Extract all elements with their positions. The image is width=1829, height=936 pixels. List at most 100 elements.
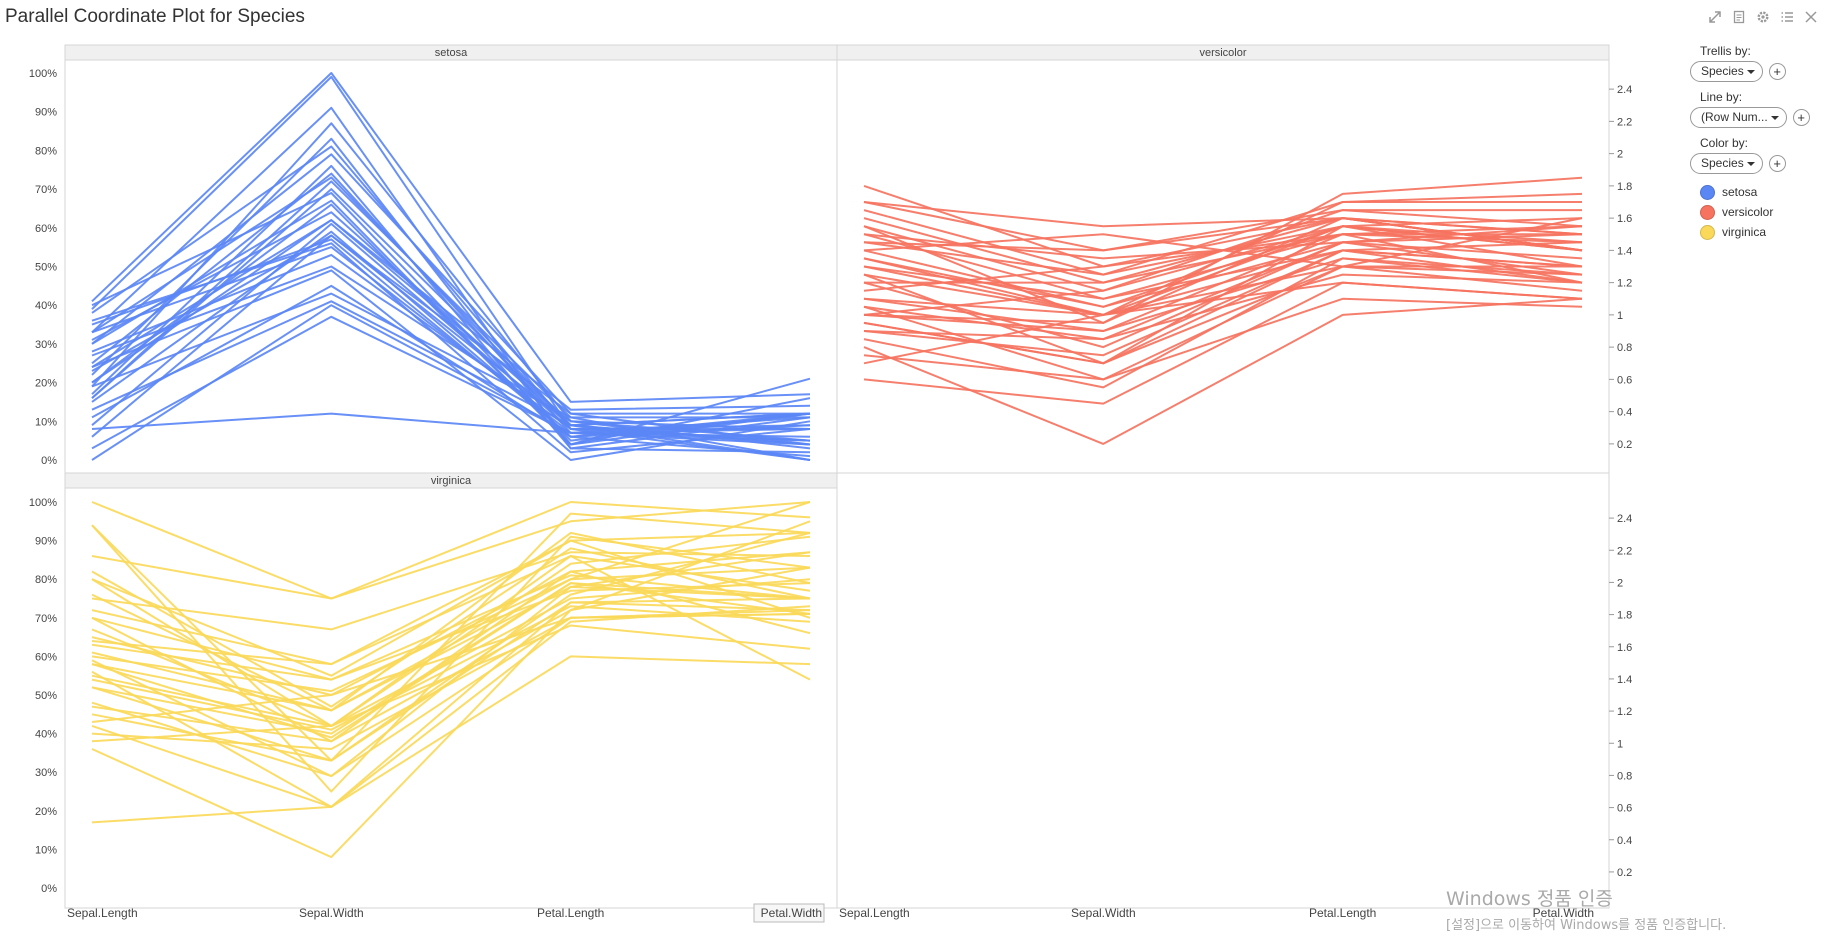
left-tick-label: 20% xyxy=(35,806,57,818)
right-tick-label: 2.4 xyxy=(1617,84,1632,96)
left-tick-label: 70% xyxy=(35,184,57,196)
line-control: Line by: (Row Num... + xyxy=(1690,90,1820,128)
color-dropdown[interactable]: Species xyxy=(1690,153,1763,174)
right-tick-label: 0.2 xyxy=(1617,439,1632,451)
legend-item-setosa[interactable]: setosa xyxy=(1700,182,1820,202)
line-add-button[interactable]: + xyxy=(1792,109,1810,126)
left-tick-label: 40% xyxy=(35,300,57,312)
right-tick-label: 2 xyxy=(1617,577,1623,589)
series-line-setosa xyxy=(91,199,811,446)
left-tick-label: 70% xyxy=(35,613,57,625)
series-line-versicolor xyxy=(863,233,1583,332)
line-label: Line by: xyxy=(1700,90,1743,104)
left-tick-label: 30% xyxy=(35,339,57,351)
series-line-versicolor xyxy=(863,297,1583,381)
right-tick-label: 1.6 xyxy=(1617,213,1632,225)
right-tick-label: 1 xyxy=(1617,310,1623,322)
series-line-setosa xyxy=(91,176,811,461)
axis-label-petal-length: Petal.Length xyxy=(1309,906,1376,920)
series-line-setosa xyxy=(91,145,811,461)
left-tick-label: 20% xyxy=(35,378,57,390)
series-line-setosa xyxy=(91,180,810,419)
series-line-virginica xyxy=(91,524,811,793)
series-line-setosa xyxy=(91,188,811,427)
right-tick-label: 0.6 xyxy=(1617,374,1632,386)
series-line-setosa xyxy=(91,106,811,454)
axis-label-petal-width: Petal.Width xyxy=(1533,906,1594,920)
list-icon[interactable] xyxy=(1779,9,1795,25)
left-tick-label: 50% xyxy=(35,690,57,702)
right-tick-label: 1.8 xyxy=(1617,610,1632,622)
axis-label-highlight xyxy=(753,903,825,923)
panel-title-bar xyxy=(836,44,1610,61)
series-line-virginica xyxy=(91,601,811,808)
series-line-virginica xyxy=(91,512,811,762)
series-line-virginica xyxy=(91,582,811,735)
axis-label-petal-length: Petal.Length xyxy=(537,906,604,920)
right-tick-label: 0.2 xyxy=(1617,867,1632,879)
series-line-setosa xyxy=(91,72,811,403)
line-dropdown[interactable]: (Row Num... xyxy=(1690,107,1787,128)
series-line-virginica xyxy=(91,605,811,731)
panel-title-setosa: setosa xyxy=(435,47,468,59)
settings-icon[interactable] xyxy=(1755,9,1771,25)
series-line-versicolor xyxy=(863,201,1583,236)
axis-label-sepal-length: Sepal.Length xyxy=(67,906,138,920)
left-tick-label: 60% xyxy=(35,223,57,235)
series-line-virginica xyxy=(91,501,811,600)
legend-swatch-versicolor xyxy=(1700,204,1715,220)
legend-swatch-setosa xyxy=(1700,184,1715,200)
left-tick-label: 50% xyxy=(35,262,57,274)
page-title: Parallel Coordinate Plot for Species xyxy=(5,6,305,27)
series-line-virginica xyxy=(91,582,811,739)
panel-title-virginica: virginica xyxy=(431,475,472,487)
axis-label-sepal-width: Sepal.Width xyxy=(299,906,364,920)
color-add-button[interactable]: + xyxy=(1768,155,1786,172)
series-line-setosa xyxy=(91,246,811,434)
legend-swatch-virginica xyxy=(1700,224,1715,240)
visual-toolbar xyxy=(1707,9,1819,25)
series-line-virginica xyxy=(91,655,811,824)
right-tick-label: 1.8 xyxy=(1617,181,1632,193)
legend-item-versicolor[interactable]: versicolor xyxy=(1700,202,1820,222)
export-icon[interactable] xyxy=(1731,9,1747,25)
legend-label-setosa: setosa xyxy=(1722,185,1758,199)
left-tick-label: 100% xyxy=(29,68,57,80)
left-tick-label: 90% xyxy=(35,536,57,548)
series-line-setosa xyxy=(91,75,811,442)
right-tick-label: 0.8 xyxy=(1617,342,1632,354)
series-line-setosa xyxy=(91,219,811,442)
close-icon[interactable] xyxy=(1803,9,1819,25)
panel-frame xyxy=(836,472,1610,909)
series-line-virginica xyxy=(91,551,811,631)
left-tick-label: 100% xyxy=(29,497,57,509)
legend-label-versicolor: versicolor xyxy=(1722,205,1774,219)
left-tick-label: 40% xyxy=(35,729,57,741)
legend-item-virginica[interactable]: virginica xyxy=(1700,222,1820,242)
series-line-virginica xyxy=(91,574,811,681)
left-tick-label: 10% xyxy=(35,416,57,428)
series-line-virginica xyxy=(91,531,811,666)
series-line-setosa xyxy=(91,211,811,446)
panel-title-versicolor: versicolor xyxy=(1199,47,1246,59)
color-control: Color by: Species + xyxy=(1690,136,1820,174)
trellis-control: Trellis by: Species + xyxy=(1690,44,1820,82)
series-line-versicolor xyxy=(863,225,1583,316)
series-line-virginica xyxy=(91,555,811,727)
expand-icon[interactable] xyxy=(1707,9,1723,25)
right-tick-label: 2.2 xyxy=(1617,545,1632,557)
watermark-line-2: [설정]으로 이동하여 Windows를 정품 인증합니다. xyxy=(1446,918,1727,933)
trellis-dropdown[interactable]: Species xyxy=(1690,61,1763,82)
trellis-add-button[interactable]: + xyxy=(1768,63,1786,80)
series-line-virginica xyxy=(91,612,811,723)
series-line-virginica xyxy=(91,531,811,712)
left-tick-label: 30% xyxy=(35,767,57,779)
series-line-virginica xyxy=(91,585,811,712)
series-line-virginica xyxy=(91,535,811,727)
right-tick-label: 2.2 xyxy=(1617,116,1632,128)
series-line-virginica xyxy=(91,551,811,778)
axis-label-sepal-width: Sepal.Width xyxy=(1071,906,1136,920)
legend-label-virginica: virginica xyxy=(1722,225,1767,239)
series-line-versicolor xyxy=(863,249,1583,365)
series-line-setosa xyxy=(91,253,811,430)
